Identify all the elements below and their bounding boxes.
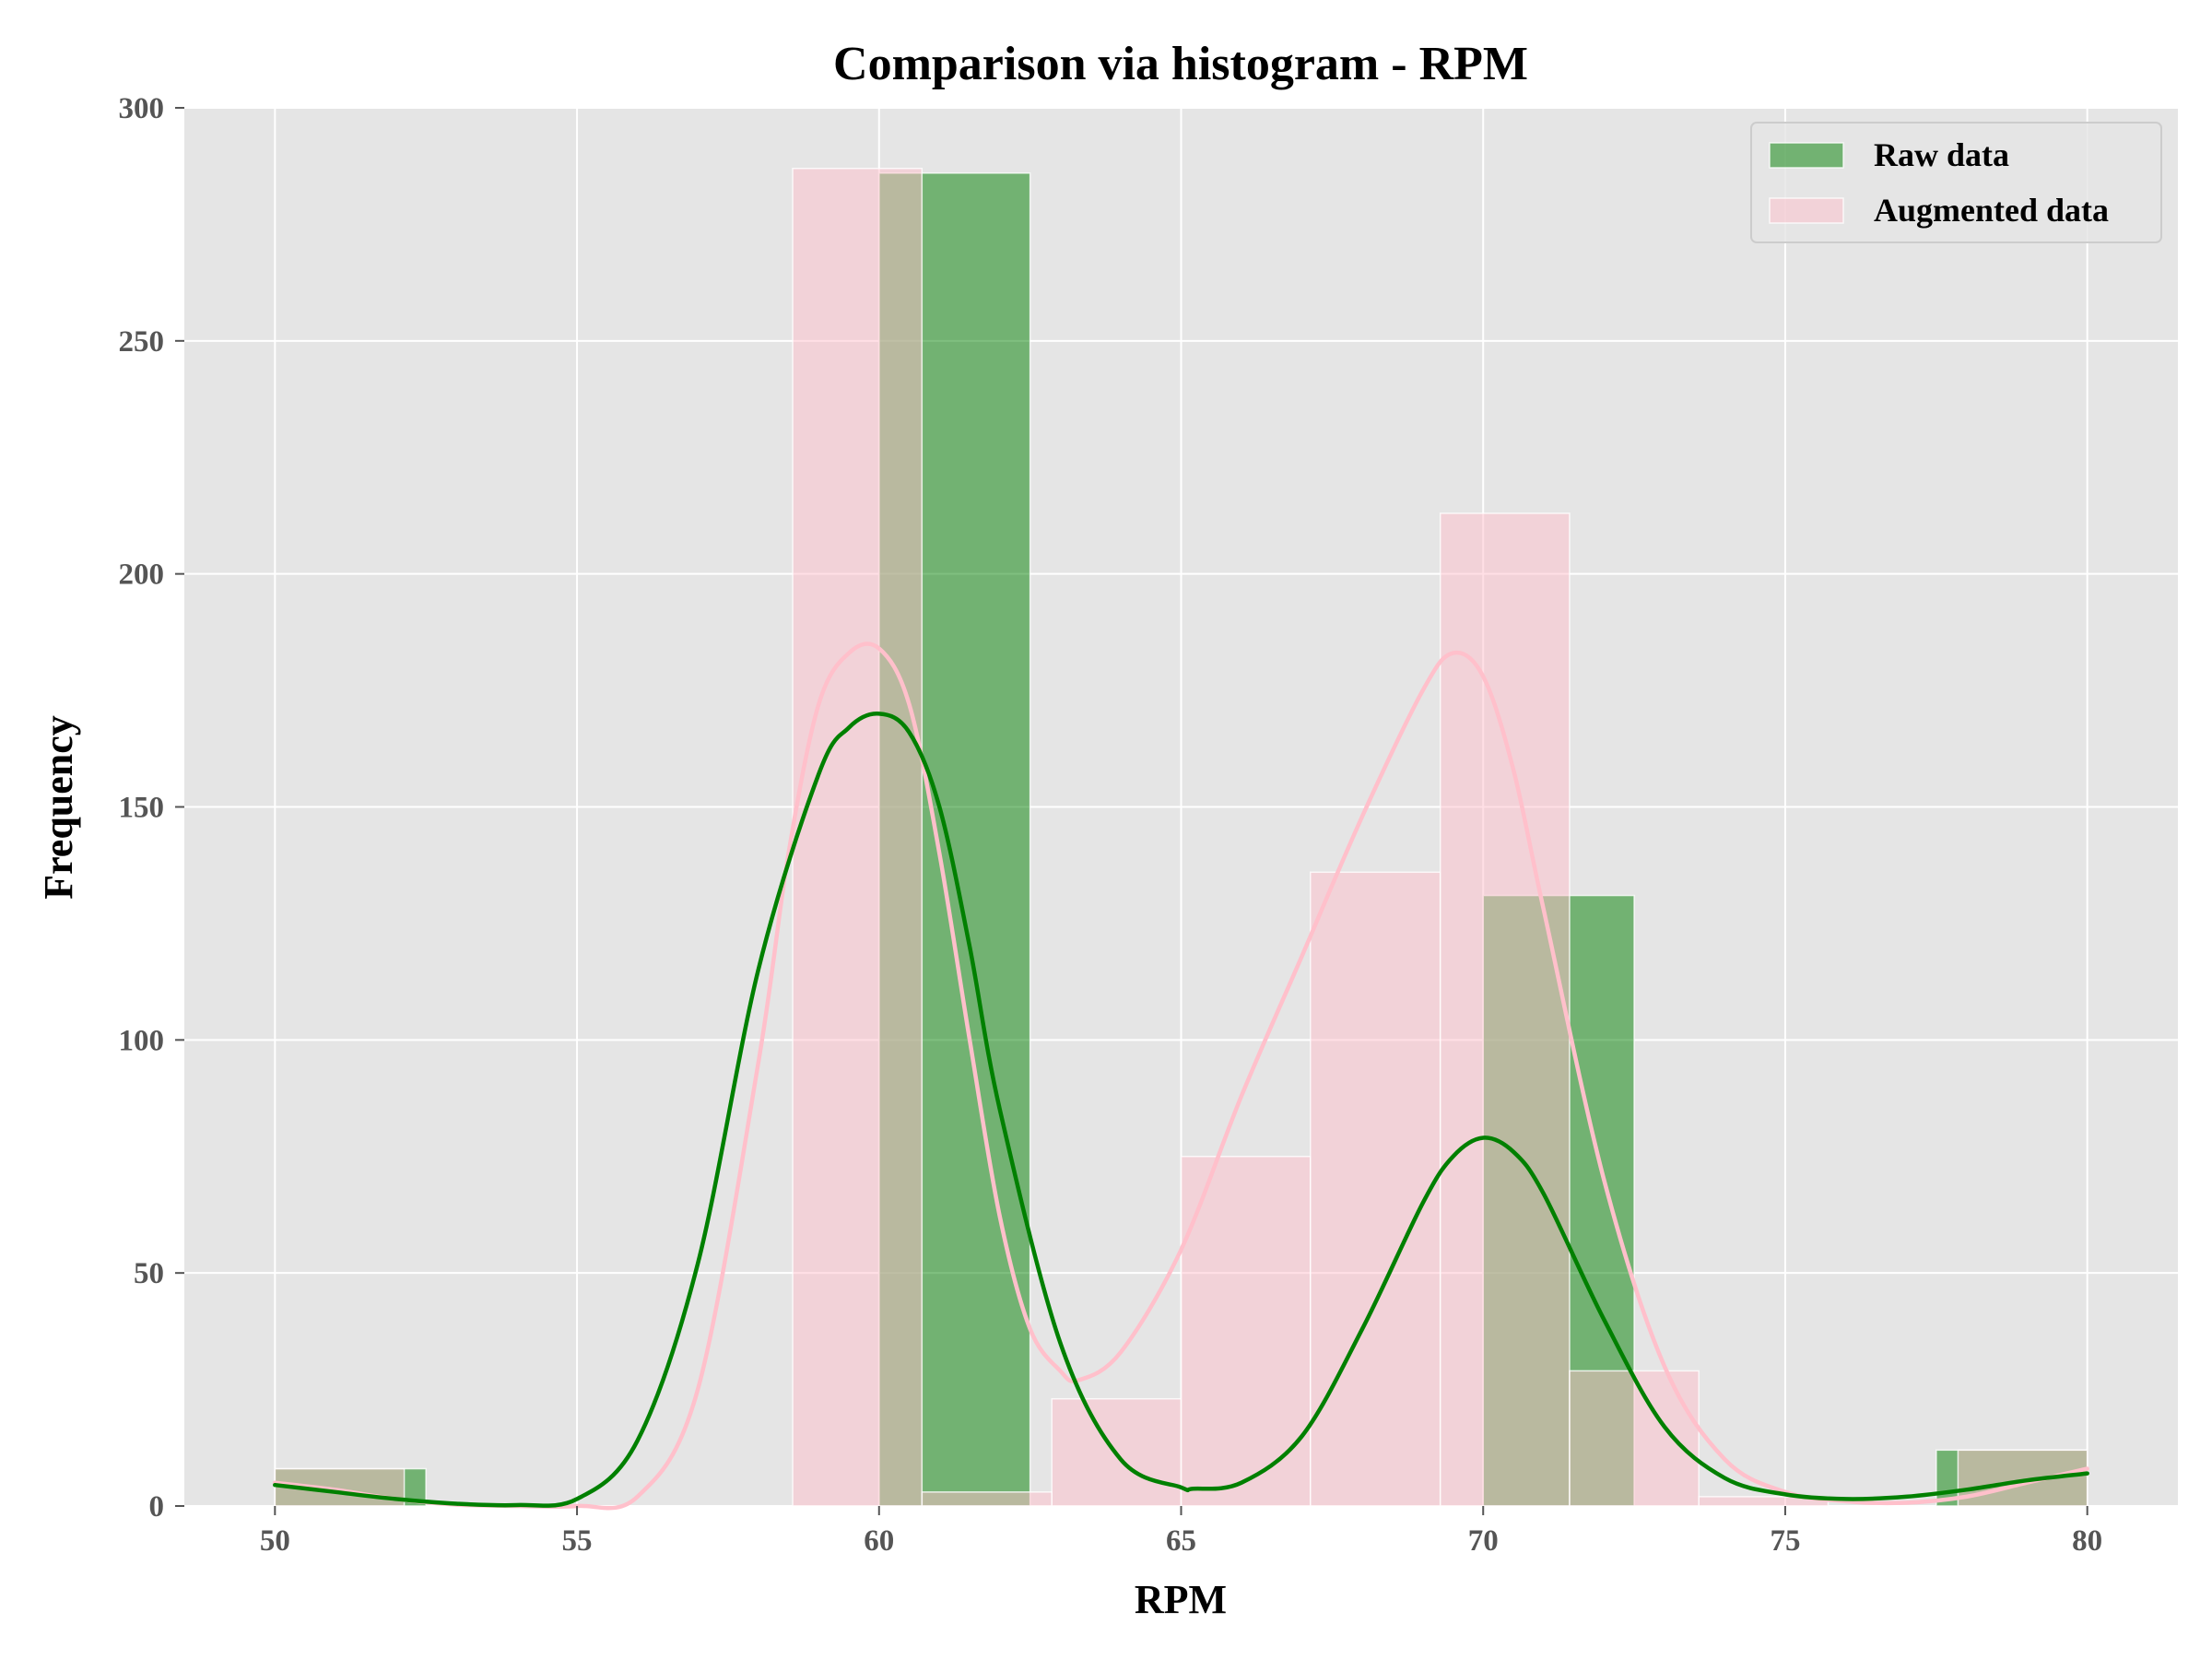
y-tick-label: 100 xyxy=(119,1024,165,1057)
bar-augmented-data xyxy=(1569,1370,1700,1507)
histogram-bars xyxy=(274,167,2088,1507)
legend-label-augmented-data: Augmented data xyxy=(1874,192,2109,229)
axes: 50 55 60 65 70 75 80 0 50 100 150 200 250 300 xyxy=(119,92,2103,1558)
x-tick-label: 55 xyxy=(562,1524,593,1558)
y-tick-label: 250 xyxy=(119,325,165,359)
kde-line-augmented-data xyxy=(273,641,2089,1511)
x-tick-label: 50 xyxy=(260,1524,290,1558)
legend: Raw data Augmented data xyxy=(1750,122,2162,243)
y-tick-label: 0 xyxy=(149,1490,165,1524)
bar-augmented-data xyxy=(1957,1449,2088,1507)
legend-label-raw-data: Raw data xyxy=(1874,136,2009,173)
x-tick-label: 60 xyxy=(864,1524,894,1558)
x-tick-label: 70 xyxy=(1468,1524,1499,1558)
bar-augmented-data xyxy=(921,1491,1053,1507)
legend-box xyxy=(1750,122,2162,243)
legend-swatch-raw-data xyxy=(1769,142,1844,169)
kde-curves xyxy=(273,641,2089,1511)
y-axis-label: Frequency xyxy=(36,715,81,900)
x-tick-label: 65 xyxy=(1166,1524,1196,1558)
bar-augmented-data xyxy=(1180,1156,1312,1507)
bar-augmented-data xyxy=(1439,512,1571,1507)
legend-swatch-augmented-data xyxy=(1769,197,1844,224)
y-tick-label: 150 xyxy=(119,792,165,825)
y-tick-label: 300 xyxy=(119,92,165,125)
x-tick-label: 75 xyxy=(1770,1524,1800,1558)
y-tick-label: 50 xyxy=(134,1257,164,1290)
bar-augmented-data xyxy=(1310,871,1441,1507)
y-tick-label: 200 xyxy=(119,559,165,592)
kde-line-raw-data xyxy=(273,712,2089,1508)
bar-augmented-data xyxy=(792,167,924,1507)
x-tick-label: 80 xyxy=(2072,1524,2102,1558)
x-axis-label: RPM xyxy=(1135,1577,1227,1622)
chart-title: Comparison via histogram - RPM xyxy=(833,38,1528,90)
